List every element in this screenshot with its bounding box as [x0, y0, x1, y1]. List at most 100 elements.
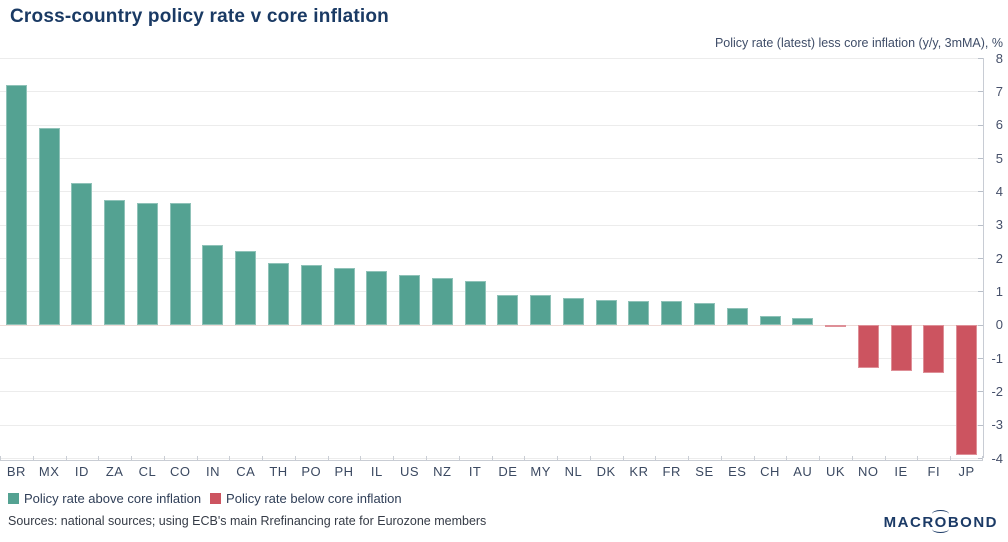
y-axis-tick [978, 158, 983, 159]
x-axis-tick [753, 456, 755, 460]
y-axis-tick-label: 2 [995, 250, 1003, 266]
y-axis-tick-label: -3 [991, 417, 1003, 433]
x-axis-tick [819, 456, 821, 460]
bar-PH [333, 268, 355, 325]
x-axis-tick [229, 456, 231, 460]
x-label-MY: MY [530, 464, 551, 479]
page-title: Cross-country policy rate v core inflati… [10, 6, 389, 27]
x-label-CH: CH [760, 464, 780, 479]
gridline [0, 58, 983, 59]
bar-CO [169, 203, 191, 325]
y-axis-tick-label: 4 [995, 183, 1003, 199]
legend: Policy rate above core inflation Policy r… [8, 491, 402, 506]
bar-MX [38, 128, 60, 325]
bar-AU [792, 318, 814, 325]
bar-IT [464, 281, 486, 325]
x-label-ES: ES [728, 464, 747, 479]
y-axis-tick [978, 124, 983, 126]
y-axis-tick [978, 424, 983, 426]
x-axis-tick [917, 456, 919, 460]
y-axis-tick-label: 6 [995, 117, 1003, 133]
x-label-US: US [400, 464, 420, 479]
x-axis-tick [720, 456, 722, 460]
x-axis-tick [884, 456, 886, 460]
x-axis-tick [458, 456, 460, 460]
x-axis-tick [65, 456, 67, 460]
x-axis-tick [622, 456, 624, 460]
bar-CH [759, 316, 781, 325]
bar-KR [628, 301, 650, 325]
x-label-AU: AU [793, 464, 813, 479]
x-label-IN: IN [205, 464, 220, 479]
x-label-IE: IE [894, 464, 908, 479]
bar-NO [857, 324, 879, 368]
gridline [0, 158, 983, 159]
bar-CL [136, 203, 158, 325]
x-axis-tick [393, 456, 395, 460]
x-axis-tick [851, 456, 853, 460]
x-label-JP: JP [958, 464, 975, 479]
gridline [0, 291, 983, 293]
bar-MY [530, 294, 552, 325]
x-axis-tick [557, 456, 559, 460]
x-label-SE: SE [695, 464, 714, 479]
x-label-CO: CO [169, 464, 191, 479]
plot-area [0, 58, 984, 459]
x-label-ZA: ZA [105, 464, 124, 479]
bar-JP [956, 324, 978, 455]
logo-text-left: MACR [883, 514, 935, 531]
x-axis-tick [0, 456, 1, 460]
bar-UK [825, 324, 847, 327]
gridline [0, 424, 983, 426]
gridline [0, 358, 983, 359]
x-axis-tick [524, 456, 526, 460]
gridline [0, 91, 983, 93]
x-axis-tick [98, 456, 100, 460]
x-label-NZ: NZ [433, 464, 452, 479]
x-axis-tick [163, 456, 165, 460]
x-axis-line [0, 460, 983, 461]
y-axis-tick [978, 91, 983, 93]
x-axis-tick [950, 456, 952, 460]
x-label-FR: FR [662, 464, 681, 479]
y-axis-tick-label: -2 [991, 383, 1003, 399]
y-axis-tick-label: -1 [991, 350, 1003, 366]
x-label-TH: TH [269, 464, 288, 479]
legend-item: Policy rate below core inflation [210, 491, 402, 506]
axis-units-label: Policy rate (latest) less core inflation… [714, 36, 1003, 50]
bar-IL [366, 271, 388, 325]
gridline [0, 391, 983, 393]
y-axis-tick [978, 358, 983, 359]
x-label-ID: ID [74, 464, 89, 479]
y-axis-tick [978, 258, 983, 259]
x-label-BR: BR [6, 464, 26, 479]
x-label-FI: FI [927, 464, 941, 479]
y-axis-tick-label: 7 [995, 83, 1003, 99]
x-axis-tick [360, 456, 362, 460]
x-label-IL: IL [370, 464, 383, 479]
legend-swatch [210, 493, 222, 504]
x-axis-tick [655, 456, 657, 460]
bar-DE [497, 294, 519, 325]
bar-NL [562, 298, 584, 325]
x-label-CL: CL [138, 464, 157, 479]
y-axis-tick-label: 5 [995, 150, 1003, 166]
bar-IE [890, 324, 912, 372]
x-label-DE: DE [498, 464, 518, 479]
x-axis-tick [294, 456, 296, 460]
y-axis-tick-label: 8 [995, 50, 1003, 66]
legend-label: Policy rate below core inflation [226, 491, 402, 506]
x-label-CA: CA [236, 464, 256, 479]
bar-FI [923, 324, 945, 373]
gridline [0, 124, 983, 126]
y-axis-tick [978, 58, 983, 59]
x-label-NO: NO [858, 464, 879, 479]
logo-o-mark: O [931, 510, 950, 533]
zero-gridline [0, 324, 983, 326]
x-label-KR: KR [629, 464, 649, 479]
bar-PO [300, 264, 322, 325]
y-axis-tick [978, 458, 983, 459]
gridline [0, 191, 983, 193]
legend-item: Policy rate above core inflation [8, 491, 201, 506]
